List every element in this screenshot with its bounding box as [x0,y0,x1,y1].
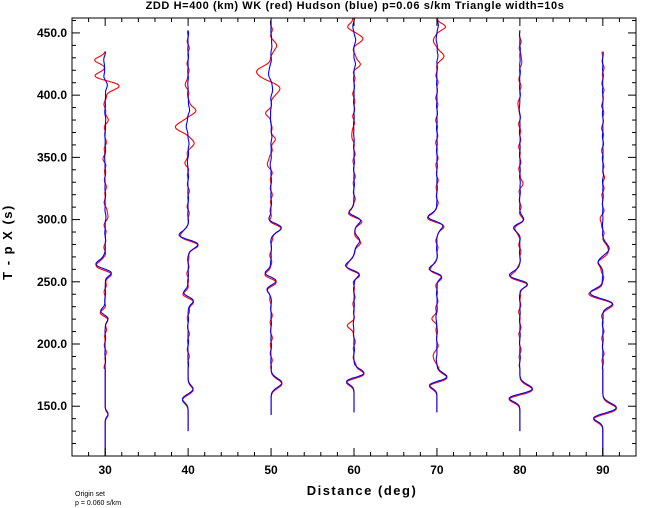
hudson-trace-60 [345,18,365,413]
y-tick-label: 300.0 [37,213,67,227]
wk-trace-40 [174,30,199,432]
origin-note: Origin set [75,491,105,498]
wk-trace-70 [426,17,448,413]
y-tick-label: 450.0 [37,26,67,40]
x-tick-label: 80 [513,463,527,477]
trace-group [94,17,617,456]
chart-title: ZDD H=400 (km) WK (red) Hudson (blue) p=… [146,0,565,12]
wk-trace-30 [94,51,120,456]
y-tick-label: 200.0 [37,337,67,351]
hudson-trace-40 [178,30,199,432]
x-tick-label: 30 [98,463,112,477]
axes: 30 40 50 60 70 80 90 150.0 200.0 250.0 300.0 350.0 4… [37,18,637,477]
wk-trace-80 [508,30,533,432]
x-axis-title: Distance (deg) [307,483,418,498]
y-tick-label: 250.0 [37,275,67,289]
y-tick-label: 350.0 [37,150,67,164]
hudson-trace-90 [589,51,617,456]
slowness-note: p = 0.060 s/km [75,500,121,507]
y-tick-label: 400.0 [37,88,67,102]
hudson-trace-30 [95,51,112,456]
wk-trace-60 [346,17,365,413]
x-tick-label: 90 [596,463,610,477]
hudson-trace-70 [427,18,448,413]
x-tick-label: 50 [264,463,278,477]
y-axis-title: T - p X (s) [0,204,15,280]
hudson-trace-50 [264,20,283,415]
y-tick-label: 150.0 [37,399,67,413]
x-tick-label: 40 [181,463,195,477]
x-tick-label: 60 [347,463,361,477]
hudson-trace-80 [508,30,533,432]
x-tick-label: 70 [430,463,444,477]
